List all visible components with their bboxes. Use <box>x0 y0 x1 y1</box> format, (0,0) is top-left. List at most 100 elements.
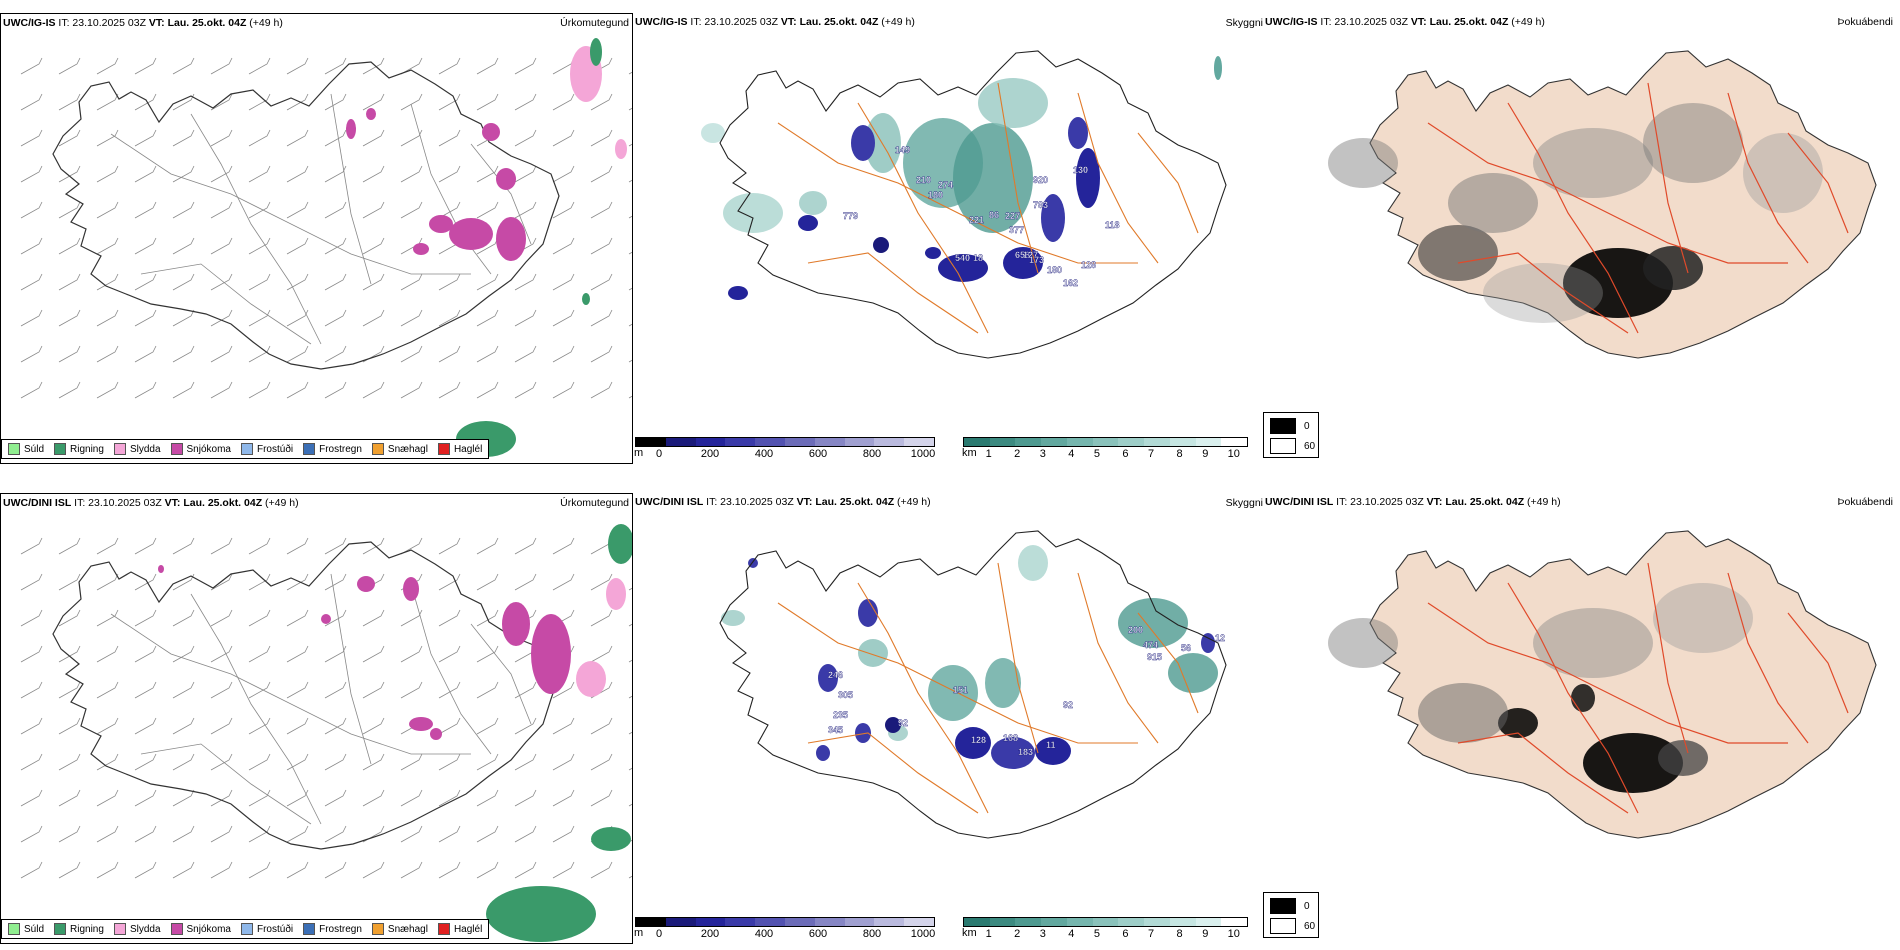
ceiling-label: 540 <box>955 253 970 263</box>
iceland-outline <box>52 61 560 370</box>
colorbar-unit: km <box>962 927 977 939</box>
colorbar-tick: 1 <box>985 928 992 940</box>
panel-title: Úrkomutegund <box>560 497 629 509</box>
colorbar-tick: 4 <box>1068 928 1075 940</box>
colorbar-tick: 200 <box>700 928 720 940</box>
colorbar-strip <box>963 917 1248 927</box>
precip-type-panel-row2: UWC/DINI ISL IT: 23.10.2025 03Z VT: Lau.… <box>0 493 633 944</box>
ceiling-visibility-panel-row2: 246 305 235 345 92 151 128 168 183 11 92 200 474 915 5… <box>633 493 1263 944</box>
colorbar-tick: 600 <box>808 448 828 460</box>
precip-map <box>20 38 632 457</box>
legend-swatch <box>437 443 450 455</box>
visibility-areas <box>721 545 1218 741</box>
legend-label: Frostúði <box>256 443 294 455</box>
visibility-colorbar: km 1 2 3 4 5 6 7 8 9 10 <box>962 917 1248 941</box>
legend-swatch <box>113 923 126 935</box>
fog-indicator-panel-row1: UWC/IG-IS IT: 23.10.2025 03Z VT: Lau. 25… <box>1263 13 1900 464</box>
legend-swatch <box>240 443 253 455</box>
panel-title: Þokuábendi <box>1837 16 1893 28</box>
colorbar-tick: 6 <box>1122 928 1129 940</box>
ceiling-label: 474 <box>1143 640 1158 650</box>
ceiling-label: 173 <box>1029 255 1044 265</box>
colorbar-tick: 3 <box>1039 928 1046 940</box>
colorbar-unit: m <box>634 447 644 459</box>
colorbar-tick: 8 <box>1176 928 1183 940</box>
ceiling-visibility-panel-row1: 149 210 180 274 221 86 227 377 658 783 920 130 127 18… <box>633 13 1263 464</box>
panel-title: Skyggni <box>1225 497 1263 509</box>
ceiling-label: 18 <box>973 253 983 263</box>
ceiling-label: 92 <box>1063 700 1073 710</box>
legend-label: Slydda <box>129 443 161 455</box>
ceiling-label: 168 <box>1003 733 1018 743</box>
ceiling-label: 128 <box>971 735 986 745</box>
ceiling-label: 200 <box>1128 625 1143 635</box>
legend-label: Rigning <box>70 443 104 455</box>
fog-indicator-panel-row2: UWC/DINI ISL IT: 23.10.2025 03Z VT: Lau.… <box>1263 493 1900 944</box>
colorbar-tick: 4 <box>1068 448 1075 460</box>
colorbar-tick: 400 <box>754 448 774 460</box>
colorbar-tick: 1000 <box>910 928 936 940</box>
colorbar-tick: 0 <box>655 928 663 940</box>
legend-swatch <box>8 443 20 455</box>
colorbar-tick: 6 <box>1122 448 1129 460</box>
ceiling-label: 246 <box>828 670 843 680</box>
ceiling-label: 128 <box>1081 260 1096 270</box>
legend-item: Slydda <box>113 443 161 455</box>
precip-type-legend: Súld Rigning Slydda Snjókoma Frostúði Frostre… <box>1 439 490 459</box>
colorbar-tick: 9 <box>1202 448 1209 460</box>
legend-swatch <box>8 923 20 935</box>
colorbar-tick: 800 <box>862 928 882 940</box>
ceiling-label: 149 <box>895 145 910 155</box>
legend-swatch <box>170 443 183 455</box>
legend-item: Snæhagl <box>371 923 428 935</box>
ceiling-label: 377 <box>1009 225 1024 235</box>
colorbar-tick: 800 <box>862 448 882 460</box>
colorbar-tick: 10 <box>1227 448 1240 460</box>
legend-item: Snjókoma <box>170 443 231 455</box>
ceiling-label: 658 <box>1015 250 1030 260</box>
fog-legend: 0 60 <box>1263 892 1319 938</box>
colorbar-tick: 10 <box>1227 928 1240 940</box>
ceiling-label: 779 <box>843 211 858 221</box>
ceiling-label: 86 <box>989 210 999 220</box>
legend-label: Frostregn <box>319 923 362 935</box>
legend-swatch <box>113 443 126 455</box>
road-lines <box>1427 82 1849 334</box>
ceiling-label: 915 <box>1147 652 1162 662</box>
ceiling-label: 210 <box>916 175 931 185</box>
legend-label: Snjókoma <box>186 923 231 935</box>
panel-header: UWC/DINI ISL IT: 23.10.2025 03Z VT: Lau.… <box>635 496 931 508</box>
colorbar-tick: 0 <box>655 448 663 460</box>
legend-swatch <box>371 443 384 455</box>
ceiling-label: 920 <box>1033 175 1048 185</box>
legend-label: Slydda <box>129 923 161 935</box>
legend-label: Frostregn <box>319 443 362 455</box>
colorbar-tick: 1000 <box>910 448 936 460</box>
colorbar-tick: 8 <box>1176 448 1183 460</box>
legend-item: Súld <box>8 443 44 455</box>
legend-item: Frostregn <box>303 923 362 935</box>
colorbar-tick: 5 <box>1093 928 1100 940</box>
legend-swatch <box>54 443 67 455</box>
colorbar-unit: km <box>962 447 977 459</box>
legend-item: Rigning <box>54 443 104 455</box>
colorbar-tick: 2 <box>1014 448 1021 460</box>
visibility-areas <box>701 56 1222 233</box>
legend-label: Súld <box>24 923 45 935</box>
legend-swatch <box>371 923 384 935</box>
ceiling-colorbar: m 0 200 400 600 800 1000 <box>634 917 936 941</box>
legend-label: Snjókoma <box>186 443 231 455</box>
ceiling-label: 12 <box>1215 633 1225 643</box>
colorbar-tick: 5 <box>1093 448 1100 460</box>
ceiling-label: 56 <box>1181 643 1191 653</box>
panel-title: Úrkomutegund <box>560 17 629 29</box>
legend-swatch <box>437 923 450 935</box>
ceiling-label: 162 <box>1063 278 1078 288</box>
legend-item: Frostregn <box>303 443 362 455</box>
precip-type-legend: Súld Rigning Slydda Snjókoma Frostúði Frostre… <box>1 919 490 939</box>
ceiling-label: 180 <box>1047 265 1062 275</box>
ceiling-label: 274 <box>938 180 953 190</box>
